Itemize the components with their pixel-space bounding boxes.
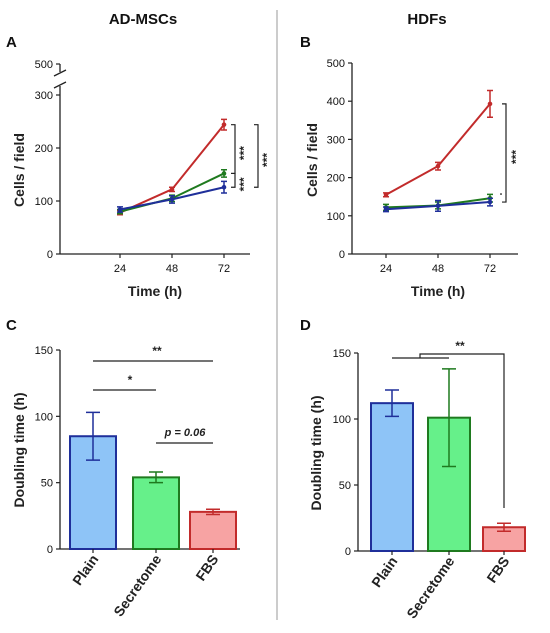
- y-tick-label: 100: [333, 414, 351, 426]
- significance-stars: *: [128, 373, 133, 387]
- chart-b-cell-growth-hdfs: 0 100 200 300 400 500 24 48 72 Time (h) Cells / fi…: [304, 58, 523, 299]
- data-point: [383, 192, 389, 198]
- significance-stars: **: [455, 339, 465, 353]
- y-tick-label: 300: [327, 134, 345, 146]
- error-bar: [385, 389, 399, 418]
- data-point: [169, 197, 175, 202]
- panel-label-c: C: [6, 317, 17, 334]
- x-tick-label: 24: [114, 263, 126, 275]
- y-tick-label: 200: [35, 143, 53, 155]
- data-point: [117, 207, 123, 212]
- data-point: [383, 207, 389, 212]
- error-bar: [206, 508, 220, 516]
- x-tick-label: Secretome: [110, 551, 164, 619]
- column-title-hdfs: HDFs: [407, 11, 446, 28]
- bar: [189, 510, 237, 550]
- x-tick-label: Secretome: [403, 553, 457, 621]
- significance-bracket: [254, 124, 259, 188]
- error-bar: [442, 368, 456, 468]
- significance-bracket: [419, 353, 505, 508]
- column-title-ad-mscs: AD-MSCs: [109, 11, 177, 28]
- significance-stars: ***: [237, 177, 251, 191]
- data-point: [487, 101, 493, 107]
- x-axis-title: Time (h): [411, 283, 465, 299]
- y-axis-title: Cells / field: [11, 133, 27, 207]
- significance-bracket: [502, 103, 507, 203]
- chart-d-doubling-time-hdfs: 0 50 100 150 Doubling time (h) Plain Secretome…: [308, 339, 526, 621]
- significance-stars: ***: [237, 146, 251, 160]
- significance-stars: ***: [260, 153, 274, 167]
- y-tick-label: 100: [35, 411, 53, 423]
- p-value-label: p = 0.06: [164, 427, 207, 439]
- significance-bracket: [231, 172, 236, 188]
- y-axis-title: Cells / field: [304, 123, 320, 197]
- y-tick-label: 500: [327, 58, 345, 70]
- y-tick-label: 150: [35, 345, 53, 357]
- y-axis-title: Doubling time (h): [308, 395, 324, 510]
- y-tick-label: 400: [327, 96, 345, 108]
- error-bar: [497, 522, 511, 532]
- y-tick-label: 100: [327, 211, 345, 223]
- significance-stars: **: [152, 344, 162, 358]
- axis-break-mark: [53, 69, 67, 89]
- x-tick-label: 72: [484, 263, 496, 275]
- x-tick-label: Plain: [368, 554, 400, 591]
- bar: [370, 402, 414, 552]
- error-bar: [86, 411, 100, 461]
- panel-label-a: A: [6, 34, 17, 51]
- data-point: [435, 163, 441, 169]
- y-tick-label: 0: [47, 249, 53, 261]
- x-tick-label: 72: [218, 263, 230, 275]
- data-point: [487, 199, 493, 205]
- y-tick-label: 100: [35, 196, 53, 208]
- x-tick-label: Plain: [69, 552, 101, 589]
- chart-a-cell-growth-ad-mscs: 0 100 200 300 500 24 48 72 Time (h) Cells / field…: [11, 59, 274, 299]
- error-bar: [149, 471, 163, 484]
- bar: [132, 476, 180, 550]
- data-point: [169, 187, 175, 192]
- x-tick-label: FBS: [483, 554, 512, 586]
- chart-c-doubling-time-ad-mscs: 0 50 100 150 Doubling time (h) Plain Secretome…: [11, 344, 240, 619]
- data-point: [221, 122, 227, 127]
- x-axis-title: Time (h): [128, 283, 182, 299]
- y-tick-label: 0: [47, 544, 53, 556]
- data-point: [221, 184, 227, 190]
- series-line: [385, 103, 491, 196]
- y-tick-label: 500: [35, 59, 53, 71]
- y-tick-label: 0: [339, 249, 345, 261]
- significance-stars: ***: [509, 150, 523, 164]
- y-tick-label: 200: [327, 173, 345, 185]
- x-tick-label: 24: [380, 263, 392, 275]
- x-tick-label: 48: [166, 263, 178, 275]
- panel-label-d: D: [300, 317, 311, 334]
- y-axis-title: Doubling time (h): [11, 392, 27, 507]
- y-tick-label: 300: [35, 90, 53, 102]
- y-tick-label: 50: [339, 480, 351, 492]
- panel-label-b: B: [300, 34, 311, 51]
- significance-bracket: [231, 124, 236, 175]
- y-tick-label: 50: [41, 478, 53, 490]
- y-tick-label: 150: [333, 348, 351, 360]
- data-point: [435, 203, 441, 209]
- y-tick-label: 0: [345, 546, 351, 558]
- x-tick-label: FBS: [192, 552, 221, 584]
- data-point: [221, 171, 227, 176]
- x-tick-label: 48: [432, 263, 444, 275]
